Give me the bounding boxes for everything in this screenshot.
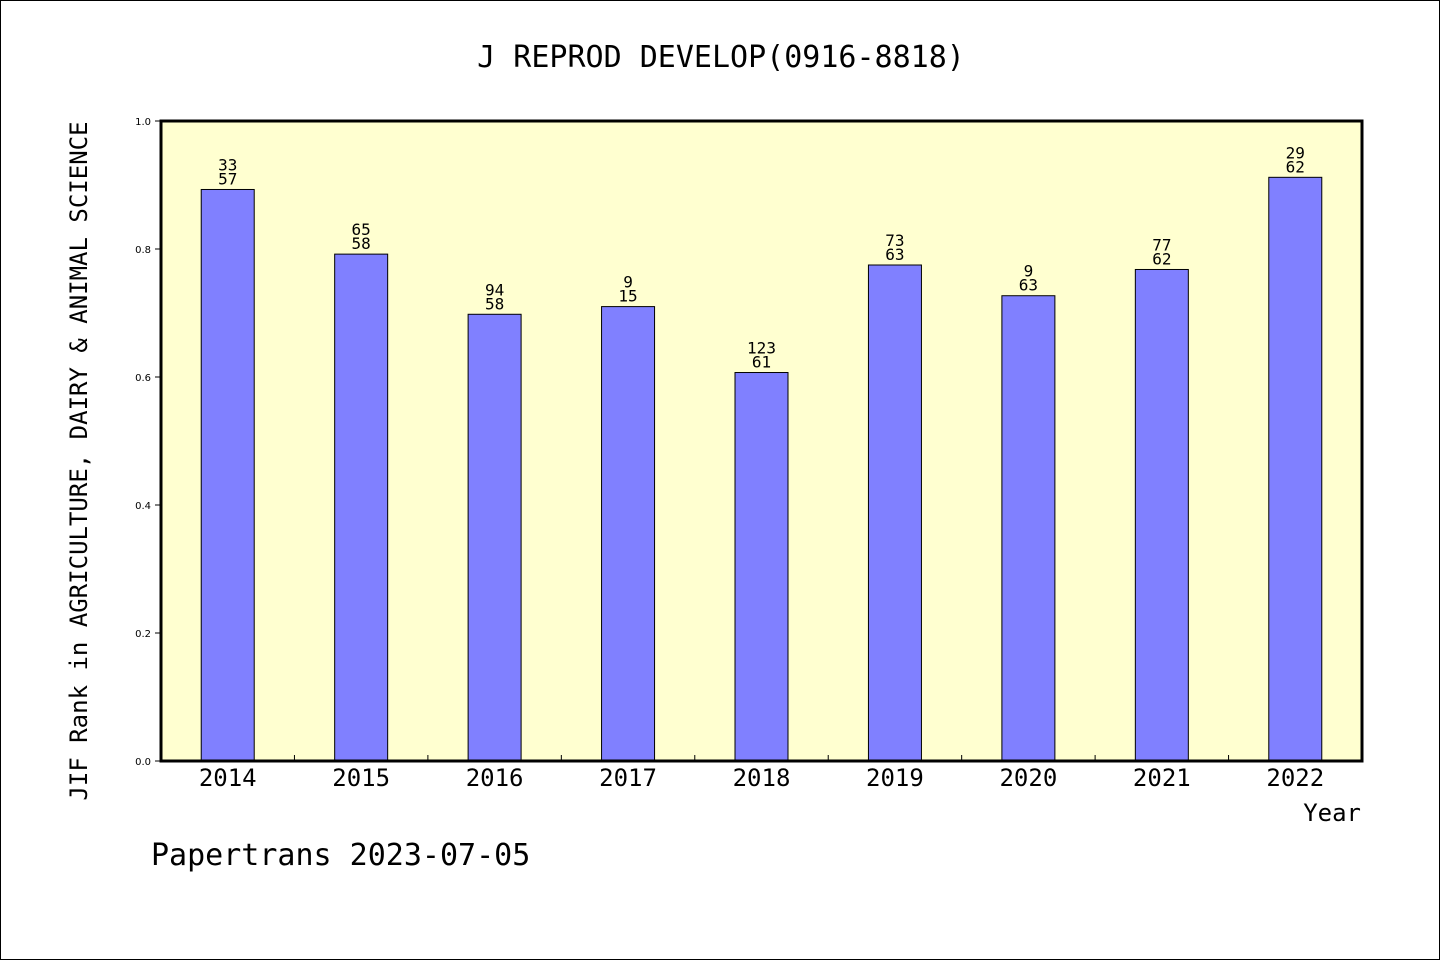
y-tick-label: 0.4 — [135, 501, 151, 512]
bar-total-label: 63 — [1019, 276, 1038, 295]
plot-frame — [159, 119, 1364, 763]
y-axis: 0.0 0.2 0.4 0.6 0.8 1.0 — [135, 117, 161, 768]
bar-2020 — [1001, 295, 1056, 762]
x-tick-label: 2019 — [866, 764, 924, 792]
bar-rank-label: 123 — [747, 339, 776, 358]
bar-rank-label: 9 — [1024, 262, 1034, 281]
bar-rank-label: 33 — [218, 155, 237, 174]
bar-total-label: 58 — [485, 294, 504, 313]
y-tick-label: 1.0 — [135, 117, 151, 128]
bar-2022 — [1268, 176, 1323, 762]
x-tick-label: 2020 — [999, 764, 1057, 792]
bar-total-label: 62 — [1152, 249, 1171, 268]
x-tick-label: 2021 — [1133, 764, 1191, 792]
bar-2021 — [1134, 268, 1189, 762]
chart-title: J REPROD DEVELOP(0916-8818) — [477, 40, 965, 75]
bars — [200, 176, 1323, 762]
bar-rank-label: 94 — [485, 280, 504, 299]
bar-total-label: 57 — [218, 169, 237, 188]
bar-rank-label: 77 — [1152, 235, 1171, 254]
bar-2014 — [200, 188, 255, 762]
bar-rank-label: 29 — [1286, 143, 1305, 162]
x-tick-label: 2017 — [599, 764, 657, 792]
bar-rank-label: 73 — [885, 231, 904, 250]
bar-total-label: 58 — [352, 234, 371, 253]
bar-total-label: 62 — [1286, 157, 1305, 176]
y-tick-label: 0.6 — [135, 373, 151, 384]
bar-2017 — [601, 306, 656, 762]
bar-rank-label: 9 — [623, 273, 633, 292]
y-axis-label: JIF Rank in AGRICULTURE, DAIRY & ANIMAL … — [65, 121, 93, 800]
x-tick-label: 2022 — [1266, 764, 1324, 792]
bar-2019 — [867, 264, 922, 762]
y-tick-label: 0.2 — [135, 629, 151, 640]
x-tick-label: 2018 — [733, 764, 791, 792]
footer-text: Papertrans 2023-07-05 — [151, 838, 530, 873]
bar-total-label: 61 — [752, 353, 771, 372]
bar-total-label: 63 — [885, 245, 904, 264]
x-axis: 2014 2015 2016 2017 2018 2019 2020 2021 2022 — [199, 755, 1324, 792]
x-tick-label: 2015 — [332, 764, 390, 792]
bar-rank-label: 65 — [352, 220, 371, 239]
y-tick-label: 0.0 — [135, 757, 151, 768]
bar-2016 — [467, 313, 522, 762]
x-tick-label: 2014 — [199, 764, 257, 792]
x-tick-label: 2016 — [466, 764, 524, 792]
bar-total-label: 15 — [618, 287, 637, 306]
bar-2018 — [734, 372, 789, 762]
x-axis-label: Year — [1303, 799, 1361, 827]
bar-2015 — [334, 253, 389, 762]
y-tick-label: 0.8 — [135, 245, 151, 256]
